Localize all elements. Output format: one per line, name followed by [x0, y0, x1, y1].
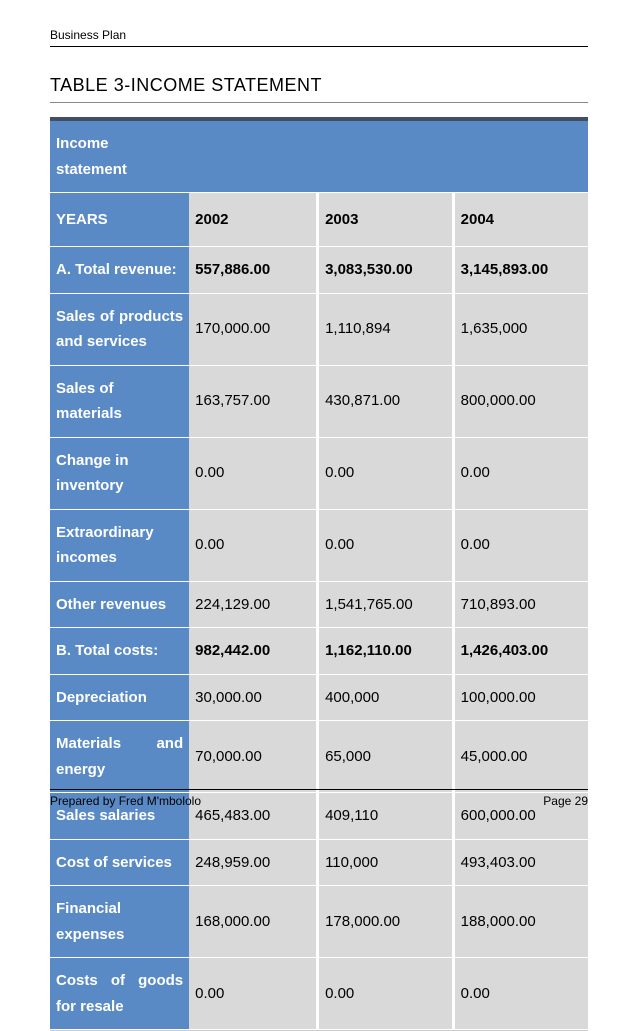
column-header: 2002	[189, 193, 317, 247]
footer-page-number: Page 29	[543, 794, 588, 808]
row-value: 1,162,110.00	[318, 628, 454, 675]
page: Business Plan TABLE 3-INCOME STATEMENT I…	[0, 0, 638, 826]
subtitle-blank	[453, 119, 588, 193]
row-value: 100,000.00	[453, 674, 588, 721]
row-value: 1,110,894	[318, 293, 454, 365]
row-value: 0.00	[453, 437, 588, 509]
row-label: A. Total revenue:	[50, 247, 189, 294]
row-value: 0.00	[318, 509, 454, 581]
row-label: Financial expenses	[50, 886, 189, 958]
row-value: 3,083,530.00	[318, 247, 454, 294]
page-header: Business Plan	[50, 28, 588, 47]
page-footer: Prepared by Fred M'mbololo Page 29	[50, 789, 588, 808]
row-label: Materials and energy	[50, 721, 189, 793]
row-value: 982,442.00	[189, 628, 317, 675]
row-value: 400,000	[318, 674, 454, 721]
row-value: 0.00	[189, 437, 317, 509]
row-label: B. Total costs:	[50, 628, 189, 675]
row-value: 710,893.00	[453, 581, 588, 628]
row-value: 70,000.00	[189, 721, 317, 793]
row-value: 168,000.00	[189, 886, 317, 958]
column-header: 2003	[318, 193, 454, 247]
table-title: TABLE 3-INCOME STATEMENT	[50, 75, 588, 96]
table-subtitle: Income statement	[50, 119, 189, 193]
column-header: 2004	[453, 193, 588, 247]
row-value: 188,000.00	[453, 886, 588, 958]
row-value: 224,129.00	[189, 581, 317, 628]
footer-author: Prepared by Fred M'mbololo	[50, 794, 201, 808]
row-label: Costs of goods for resale	[50, 958, 189, 1030]
row-value: 30,000.00	[189, 674, 317, 721]
row-label: Change in inventory	[50, 437, 189, 509]
row-value: 110,000	[318, 839, 454, 886]
row-value: 170,000.00	[189, 293, 317, 365]
row-value: 0.00	[318, 437, 454, 509]
row-value: 3,145,893.00	[453, 247, 588, 294]
income-statement-table: Income statement YEARS200220032004 A. Tot…	[50, 117, 588, 1030]
subtitle-blank	[318, 119, 454, 193]
row-label: Sales of products and services	[50, 293, 189, 365]
row-value: 1,635,000	[453, 293, 588, 365]
row-value: 0.00	[318, 958, 454, 1030]
row-value: 163,757.00	[189, 365, 317, 437]
row-value: 178,000.00	[318, 886, 454, 958]
title-underline	[50, 102, 588, 103]
row-value: 248,959.00	[189, 839, 317, 886]
row-value: 0.00	[189, 958, 317, 1030]
subtitle-blank	[189, 119, 317, 193]
row-value: 1,426,403.00	[453, 628, 588, 675]
row-value: 0.00	[453, 958, 588, 1030]
row-value: 45,000.00	[453, 721, 588, 793]
row-value: 65,000	[318, 721, 454, 793]
row-value: 557,886.00	[189, 247, 317, 294]
row-value: 800,000.00	[453, 365, 588, 437]
row-value: 1,541,765.00	[318, 581, 454, 628]
row-label: Extraordinary incomes	[50, 509, 189, 581]
row-value: 0.00	[189, 509, 317, 581]
row-value: 0.00	[453, 509, 588, 581]
row-label: Sales of materials	[50, 365, 189, 437]
row-label: Other revenues	[50, 581, 189, 628]
row-label: Depreciation	[50, 674, 189, 721]
years-label: YEARS	[50, 193, 189, 247]
row-value: 493,403.00	[453, 839, 588, 886]
row-label: Cost of services	[50, 839, 189, 886]
row-value: 430,871.00	[318, 365, 454, 437]
